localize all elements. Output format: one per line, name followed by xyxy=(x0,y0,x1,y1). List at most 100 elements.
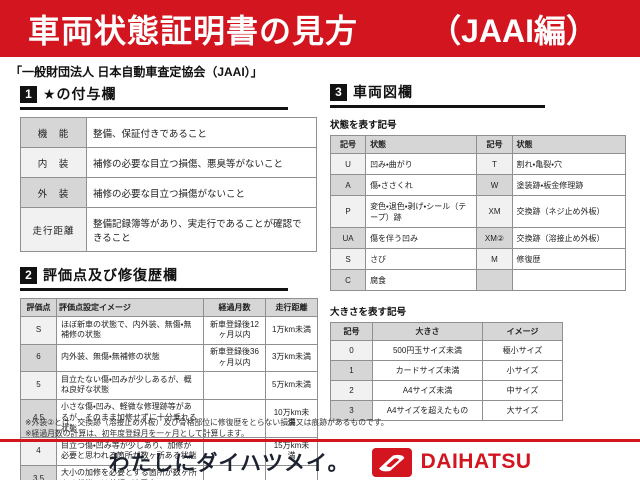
table-cell: 新車登録後12ヶ月以内 xyxy=(203,316,266,345)
table-row: 走行距離 整備記録簿等があり、実走行であることが確認できること xyxy=(20,207,317,252)
section2-title: 評価点及び修復歴欄 xyxy=(43,267,178,283)
evaluation-table: 評価点 評価点設定イメージ 経過月数 走行距離 S ほぼ新車の状態で、内外装、無傷・無補… xyxy=(20,298,318,480)
table-cell: A4サイズ未満 xyxy=(372,380,483,401)
daihatsu-slogan: わたしにダイハツメイ。 xyxy=(108,452,350,475)
daihatsu-d-mark-icon xyxy=(371,447,412,477)
table-row: 2 A4サイズ未満 中サイズ xyxy=(330,380,563,401)
table-cell: U xyxy=(329,153,367,175)
section1-title: ★の付与欄 xyxy=(43,86,117,102)
table-cell: 修復歴 xyxy=(511,248,627,270)
section3-title: 車両図欄 xyxy=(353,84,413,100)
table-header-row: 評価点 評価点設定イメージ 経過月数 走行距離 xyxy=(20,298,318,317)
table-cell: M xyxy=(476,248,513,270)
table-cell: 6 xyxy=(20,343,57,373)
table-cell: さび xyxy=(365,248,478,270)
table-cell: S xyxy=(329,248,367,270)
table-cell: 1万km未満 xyxy=(265,316,318,345)
table-cell: 傷・ささくれ xyxy=(365,174,478,196)
column-header: 記号 xyxy=(330,322,373,341)
title-banner: 車両状態証明書の見方 （JAAI編） xyxy=(0,0,640,57)
table-row: 0 500円玉サイズ未満 極小サイズ xyxy=(330,340,563,361)
table-cell: W xyxy=(476,174,513,196)
table-cell: 傷を伴う凹み xyxy=(365,227,478,249)
section1-number-badge: 1 xyxy=(20,85,37,103)
state-symbols-table: 記号 状態 記号 状態 U 凹み・曲がり T 割れ・亀裂・穴 A 傷・ささくれ W 塗装跡・板金修理… xyxy=(329,135,627,291)
table-row: 3 A4サイズを超えたもの 大サイズ xyxy=(330,400,563,421)
table-cell: 補修の必要な目立つ損傷、悪臭等がないこと xyxy=(86,147,317,178)
section3-header: 3 車両図欄 xyxy=(330,82,545,108)
table-cell: 3 xyxy=(330,400,373,421)
column-header: 走行距離 xyxy=(265,298,318,317)
table-row: 5 目立たない傷・凹みが少しあるが、概ね良好な状態 5万km未満 xyxy=(20,371,318,400)
table-cell: 500円玉サイズ未満 xyxy=(372,340,483,361)
table-row: 6 内外装、無傷・無補修の状態 新車登録後36ヶ月以内 3万km未満 xyxy=(20,343,318,373)
column-header: 経過月数 xyxy=(203,298,266,317)
table-cell: A xyxy=(329,174,367,196)
table-cell: 大サイズ xyxy=(482,400,563,421)
table-row: S さび M 修復歴 xyxy=(329,248,627,270)
table-cell: T xyxy=(476,153,513,175)
table-cell: 極小サイズ xyxy=(482,340,563,361)
table-cell: 凹み・曲がり xyxy=(365,153,478,175)
column-header: イメージ xyxy=(482,322,563,341)
footnote-2: ※経過月数の計算は、初年度登録月を一ヶ月として計算します。 xyxy=(25,429,249,439)
table-cell: 補修の必要な目立つ損傷がないこと xyxy=(86,177,317,208)
table-cell: 小サイズ xyxy=(482,360,563,381)
column-header: 状態 xyxy=(365,135,478,154)
table-row: 外 装補修の必要な目立つ損傷がないこと xyxy=(20,177,317,208)
table-cell: 3.5 xyxy=(20,464,57,480)
table-cell: 0 xyxy=(330,340,373,361)
table-row: P 変色・退色・剥げ・シール（テープ）跡 XM 交換跡（ネジ止め外板） xyxy=(329,195,627,228)
right-column: 3 車両図欄 状態を表す記号 記号 状態 記号 状態 U 凹み・曲がり T 割れ・亀裂・穴 A… xyxy=(329,82,627,421)
table-cell: 10万km未満 xyxy=(265,398,318,439)
table-cell: C xyxy=(329,269,367,291)
table-cell: 5万km未満 xyxy=(265,371,318,400)
edition-label: （JAAI編） xyxy=(429,12,598,49)
table-cell: 1 xyxy=(330,360,373,381)
table-cell: 5 xyxy=(20,371,57,400)
daihatsu-logo: DAIHATSU xyxy=(371,447,532,477)
table-cell xyxy=(476,269,513,291)
table-row: U 凹み・曲がり T 割れ・亀裂・穴 xyxy=(329,153,627,175)
table-cell: 目立たない傷・凹みが少しあるが、概ね良好な状態 xyxy=(56,371,204,400)
footnote-1: ※外装②とは、交換跡（溶接止め外板）及び骨格部位に修復歴をとらない損傷又は痕跡が… xyxy=(25,418,389,427)
size-symbols-table: 記号 大きさ イメージ 0 500円玉サイズ未満 極小サイズ 1 カードサイズ未満 小サイズ 2… xyxy=(330,322,563,421)
table-cell: XM xyxy=(476,195,513,228)
divider-line xyxy=(0,439,640,442)
column-header: 記号 xyxy=(329,135,367,154)
table-cell: 外 装 xyxy=(20,177,87,208)
table-cell: 変色・退色・剥げ・シール（テープ）跡 xyxy=(365,195,478,228)
table-cell: 内外装、無傷・無補修の状態 xyxy=(56,343,204,373)
table-row: 機 能整備、保証付きであること xyxy=(20,117,317,148)
section2-header: 2 評価点及び修復歴欄 xyxy=(20,265,288,291)
table-cell: A4サイズを超えたもの xyxy=(372,400,483,421)
table-cell: 交換跡（溶接止め外板） xyxy=(511,227,627,249)
table-cell: 交換跡（ネジ止め外板） xyxy=(511,195,627,228)
table-row: 4.5 小さな傷・凹み、軽微な修理跡等があるが、そのまま加修せずに十分乗れる状態 1… xyxy=(20,398,318,439)
table-cell: 整備、保証付きであること xyxy=(86,117,317,148)
table-cell: P xyxy=(329,195,367,228)
section3-number-badge: 3 xyxy=(330,83,347,101)
issuer-caption: 「一般財団法人 日本自動車査定協会（JAAI）」 xyxy=(10,65,263,79)
column-header: 評価点設定イメージ xyxy=(56,298,204,317)
table-row: UA 傷を伴う凹み XM② 交換跡（溶接止め外板） xyxy=(329,227,627,249)
column-header: 記号 xyxy=(476,135,513,154)
column-header: 状態 xyxy=(511,135,627,154)
table-row: A 傷・ささくれ W 塗装跡・板金修理跡 xyxy=(329,174,627,196)
table-cell: 内 装 xyxy=(20,147,87,178)
table-cell: S xyxy=(20,316,57,345)
footer: わたしにダイハツメイ。 DAIHATSU xyxy=(0,445,640,479)
table-cell xyxy=(203,371,266,400)
table-cell: 機 能 xyxy=(20,117,87,148)
table-cell: 3万km未満 xyxy=(265,343,318,373)
table-cell: 走行距離 xyxy=(20,207,87,252)
table-row: S ほぼ新車の状態で、内外装、無傷・無補修の状態 新車登録後12ヶ月以内 1万km未満 xyxy=(20,316,318,345)
table-cell: UA xyxy=(329,227,367,249)
column-header: 大きさ xyxy=(372,322,483,341)
table-cell xyxy=(511,269,627,291)
table-cell: 新車登録後36ヶ月以内 xyxy=(203,343,266,373)
table-header-row: 記号 大きさ イメージ xyxy=(330,322,563,341)
footnotes: ※外装②とは、交換跡（溶接止め外板）及び骨格部位に修復歴をとらない損傷又は痕跡が… xyxy=(25,417,389,440)
daihatsu-wordmark: DAIHATSU xyxy=(420,450,532,473)
